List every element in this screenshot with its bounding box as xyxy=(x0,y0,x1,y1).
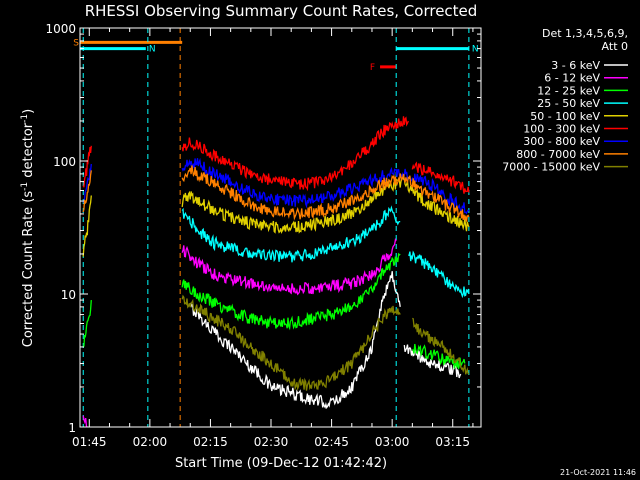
x-axis-label: Start Time (09-Dec-12 01:42:42) xyxy=(175,456,387,471)
series-line xyxy=(181,157,470,215)
y-tick-label: 100 xyxy=(53,155,76,169)
legend-label: 100 - 300 keV xyxy=(523,123,600,136)
y-tick-label: 1000 xyxy=(45,22,76,36)
series-line xyxy=(82,145,92,188)
flag-label: F xyxy=(370,63,375,73)
y-tick-label: 1 xyxy=(68,421,76,435)
chart-title: RHESSI Observing Summary Count Rates, Co… xyxy=(85,2,478,20)
flag-label: N xyxy=(149,45,156,55)
legend-label: 300 - 800 keV xyxy=(523,135,600,148)
series-line xyxy=(411,161,470,194)
x-tick-label: 03:00 xyxy=(375,435,410,449)
series-line xyxy=(189,271,401,410)
x-tick-label: 02:15 xyxy=(193,435,228,449)
series-line xyxy=(181,237,397,296)
x-tick-label: 02:00 xyxy=(133,435,168,449)
legend-label: 800 - 7000 keV xyxy=(516,148,600,161)
legend-label: 3 - 6 keV xyxy=(551,59,600,72)
series-line xyxy=(181,176,470,235)
footer-date: 21-Oct-2021 11:46 xyxy=(560,468,636,477)
y-label-sup1: -1 xyxy=(20,182,30,191)
x-tick-label: 03:15 xyxy=(435,435,470,449)
x-tick-label: 02:45 xyxy=(314,435,349,449)
series-line xyxy=(82,170,92,213)
y-axis-label: Corrected Count Rate (s-1 detector-1) xyxy=(20,109,36,347)
y-label-part3: ) xyxy=(21,109,36,114)
series-line xyxy=(181,165,470,222)
series-line xyxy=(412,317,470,375)
x-tick-label: 01:45 xyxy=(72,435,107,449)
x-tick-label: 02:30 xyxy=(254,435,289,449)
series-line xyxy=(82,300,92,348)
y-label-part1: Corrected Count Rate (s xyxy=(21,191,36,348)
legend-label: 50 - 100 keV xyxy=(530,110,600,123)
series-line xyxy=(181,294,401,391)
series-line xyxy=(403,344,462,379)
series-line xyxy=(82,415,88,428)
flag-label: S xyxy=(73,38,79,48)
legend-header-line2: Att 0 xyxy=(602,40,628,53)
legend-label: 12 - 25 keV xyxy=(537,84,600,97)
legend-header-line1: Det 1,3,4,5,6,9, xyxy=(542,27,628,40)
legend-label: 25 - 50 keV xyxy=(537,97,600,110)
plot-frame xyxy=(79,27,482,428)
series-line xyxy=(181,205,401,263)
flag-label: N xyxy=(472,45,479,55)
y-label-part2: detector xyxy=(21,122,36,182)
y-label-sup2: -1 xyxy=(20,114,30,123)
series-line xyxy=(181,252,401,331)
series-line xyxy=(408,250,470,299)
legend-label: 7000 - 15000 keV xyxy=(502,161,600,174)
series-line xyxy=(181,116,409,192)
legend-label: 6 - 12 keV xyxy=(544,72,600,85)
series-line xyxy=(82,195,92,257)
series-line xyxy=(82,163,92,204)
y-tick-label: 10 xyxy=(61,288,76,302)
